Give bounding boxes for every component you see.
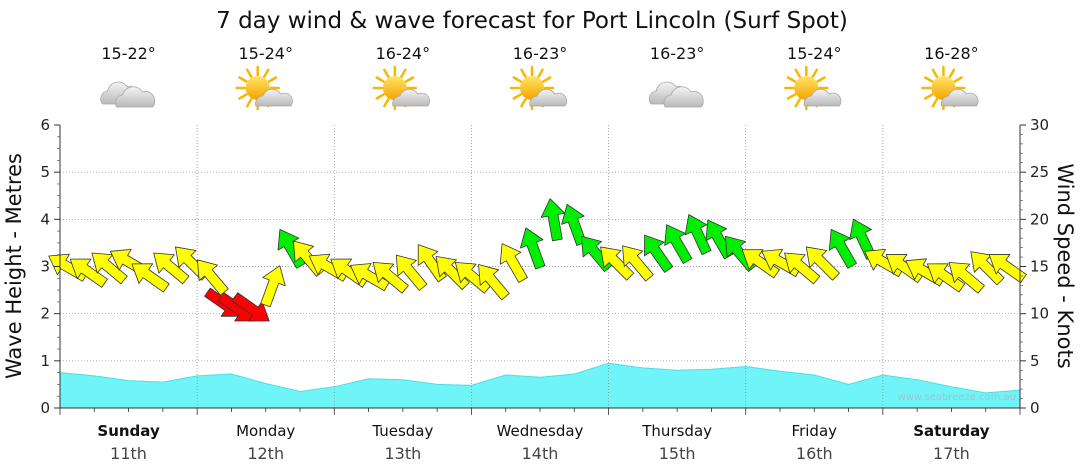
day-header: 15-22° 15-24° 16-24° 16-23° 16-23° 15-24° 16-2… bbox=[100, 44, 979, 111]
y2-tick-label: 15 bbox=[1030, 258, 1049, 276]
cloud-icon bbox=[100, 81, 156, 108]
day-name-label: Monday bbox=[236, 422, 295, 440]
y2-tick-label: 30 bbox=[1030, 116, 1049, 134]
wind-arrow bbox=[644, 234, 674, 273]
chart-title: 7 day wind & wave forecast for Port Linc… bbox=[216, 8, 848, 34]
y-tick-label: 6 bbox=[40, 116, 50, 134]
wave-area-layer bbox=[59, 362, 1021, 409]
wave-height-area bbox=[59, 362, 1021, 409]
wind-arrow bbox=[540, 198, 566, 242]
wind-arrow bbox=[69, 258, 108, 288]
day-temp-range: 15-24° bbox=[787, 44, 842, 63]
y-tick-label: 2 bbox=[40, 305, 50, 323]
y2-tick-label: 20 bbox=[1030, 210, 1049, 228]
wind-arrow bbox=[499, 243, 528, 283]
y2-tick-label: 10 bbox=[1030, 305, 1049, 323]
axes: 0 1 2 3 4 5 6 0 5 10 15 20 25 30 bbox=[40, 116, 1049, 417]
day-date-label: 14th bbox=[522, 444, 559, 463]
y-tick-label: 5 bbox=[40, 163, 50, 181]
day-date-label: 12th bbox=[247, 444, 284, 463]
y2-tick-label: 0 bbox=[1030, 399, 1040, 417]
wind-arrow bbox=[478, 264, 510, 301]
y2-tick-label: 25 bbox=[1030, 163, 1049, 181]
day-date-label: 16th bbox=[796, 444, 833, 463]
day-name-label: Sunday bbox=[97, 422, 160, 440]
wind-arrow bbox=[454, 262, 492, 294]
day-name-label: Saturday bbox=[913, 422, 990, 440]
day-date-label: 11th bbox=[110, 444, 147, 463]
day-name-label: Friday bbox=[792, 422, 838, 440]
wind-arrow bbox=[260, 265, 286, 308]
wind-arrow bbox=[828, 229, 857, 269]
wind-arrow bbox=[153, 252, 190, 285]
y-tick-label: 0 bbox=[40, 399, 50, 417]
sun-cloud-icon bbox=[372, 65, 430, 111]
day-temp-range: 16-23° bbox=[513, 44, 568, 63]
y2-axis-title: Wind Speed - Knots bbox=[1053, 163, 1077, 368]
wind-arrow bbox=[520, 227, 546, 270]
wind-arrow bbox=[741, 249, 780, 279]
day-name-label: Thursday bbox=[641, 422, 712, 440]
day-date-label: 13th bbox=[384, 444, 421, 463]
wind-arrow bbox=[926, 263, 966, 293]
sun-cloud-icon bbox=[921, 65, 979, 111]
wind-arrow bbox=[131, 263, 170, 293]
sun-cloud-icon bbox=[784, 65, 842, 111]
wind-arrow bbox=[91, 252, 128, 285]
x-axis-day-labels: Sunday 11th Monday 12th Tuesday 13th Wednesday… bbox=[97, 422, 989, 463]
day-temp-range: 16-28° bbox=[924, 44, 979, 63]
wind-arrow bbox=[684, 214, 712, 256]
wind-arrow bbox=[600, 246, 635, 281]
y-tick-label: 3 bbox=[40, 258, 50, 276]
y2-tick-label: 5 bbox=[1030, 352, 1040, 370]
wind-arrow bbox=[350, 263, 390, 292]
day-date-label: 17th bbox=[933, 444, 970, 463]
y-tick-label: 1 bbox=[40, 352, 50, 370]
wind-arrow bbox=[948, 262, 985, 294]
y-axis-title: Wave Height - Metres bbox=[2, 153, 26, 379]
wind-arrow-layer bbox=[48, 198, 1027, 322]
wind-arrow bbox=[664, 224, 693, 264]
wind-arrow bbox=[561, 203, 587, 246]
day-temp-range: 16-23° bbox=[650, 44, 705, 63]
y-tick-label: 4 bbox=[40, 210, 50, 228]
wind-arrow bbox=[988, 253, 1027, 284]
wind-arrow bbox=[197, 259, 229, 296]
wind-arrow bbox=[372, 262, 409, 294]
wind-arrow bbox=[805, 246, 840, 281]
wind-arrow bbox=[395, 254, 428, 291]
day-temp-range: 15-22° bbox=[101, 44, 156, 63]
sun-cloud-icon bbox=[235, 65, 293, 111]
day-name-label: Wednesday bbox=[497, 422, 584, 440]
wind-arrow bbox=[784, 252, 821, 285]
day-temp-range: 15-24° bbox=[238, 44, 293, 63]
watermark: www.seabreeze.com.au bbox=[898, 392, 1016, 403]
day-name-label: Tuesday bbox=[371, 422, 433, 440]
day-date-label: 15th bbox=[659, 444, 696, 463]
sun-cloud-icon bbox=[509, 65, 568, 111]
cloud-icon bbox=[648, 81, 704, 108]
day-temp-range: 16-24° bbox=[376, 44, 431, 63]
wind-arrow bbox=[622, 245, 654, 282]
